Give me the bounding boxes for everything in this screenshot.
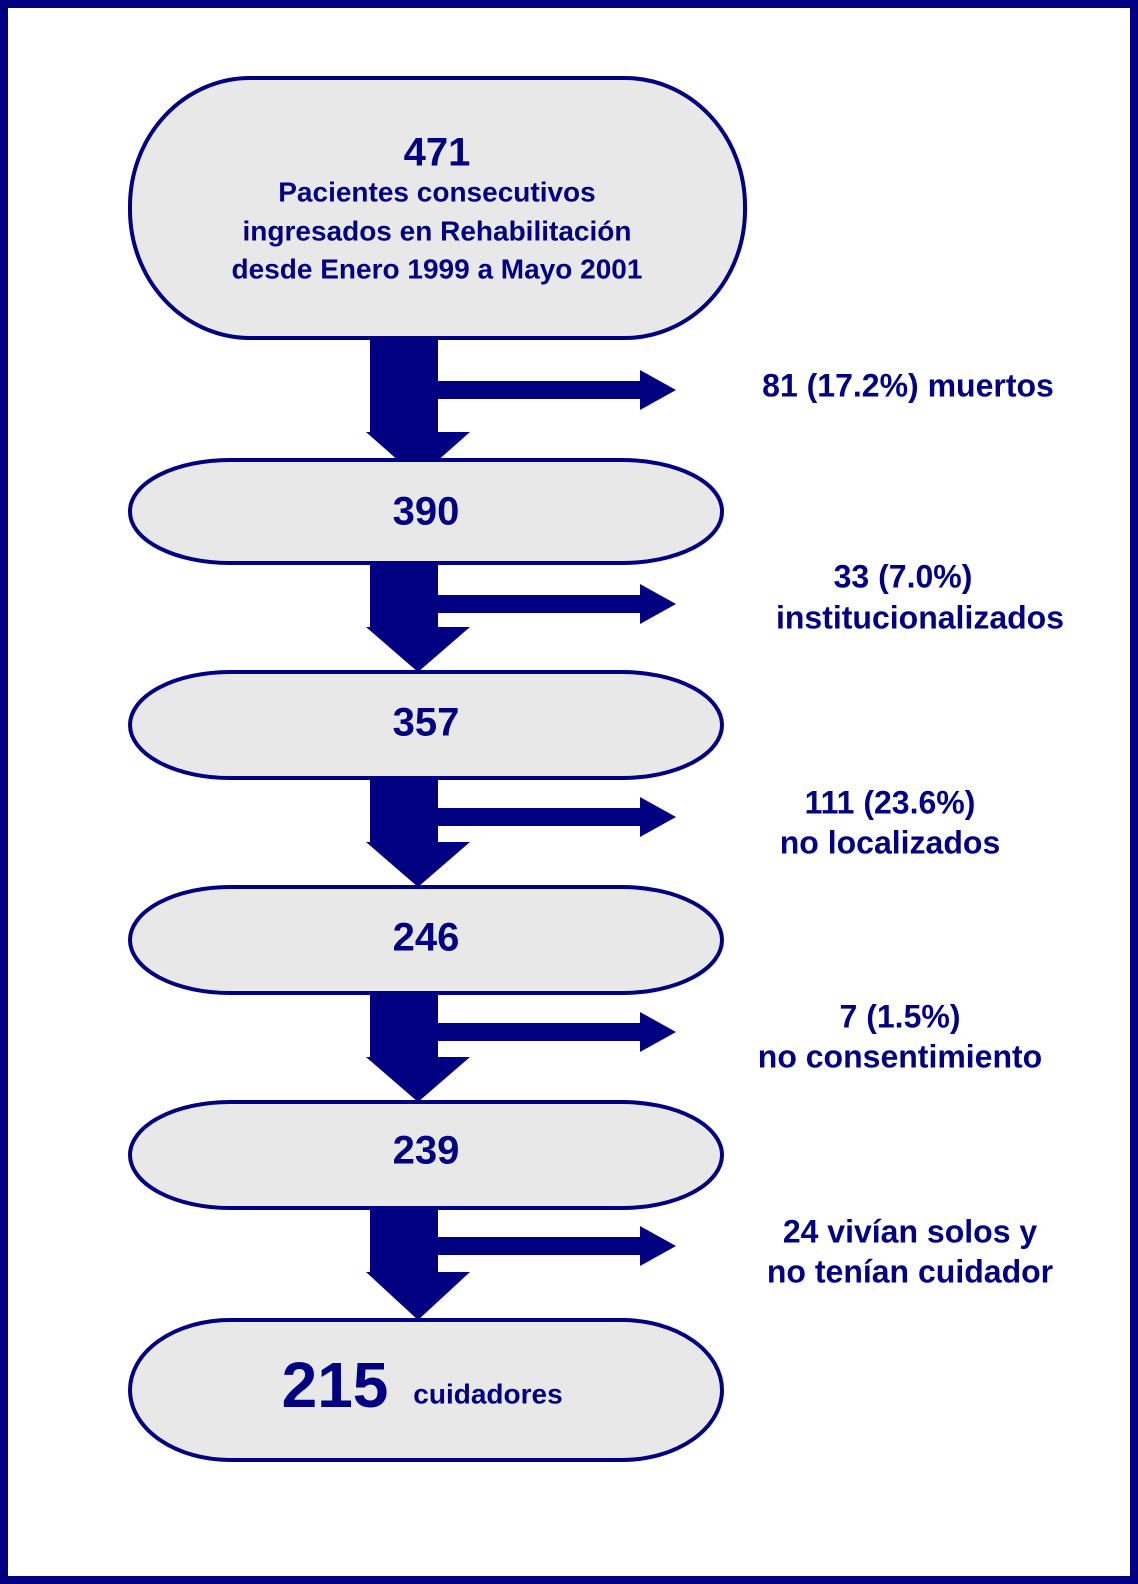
node — [128, 885, 724, 995]
node — [128, 1318, 724, 1462]
node-count: 471 — [404, 131, 471, 175]
node-count: 357 — [393, 701, 460, 745]
node-text: cuidadores — [413, 1378, 562, 1409]
node — [128, 76, 747, 340]
node — [128, 458, 724, 565]
exclusion-text: 111 (23.6%) — [805, 784, 976, 820]
node-text: Pacientes consecutivos — [278, 176, 595, 207]
exclusion-text: no tenían cuidador — [767, 1253, 1053, 1289]
node-count: 390 — [393, 490, 460, 534]
exclusion-text: no localizados — [780, 824, 1000, 860]
down-arrow — [366, 1208, 470, 1320]
down-arrow — [366, 778, 470, 887]
side-arrow — [438, 584, 676, 624]
node-count: 215 — [282, 1349, 389, 1421]
exclusion-text: institucionalizados — [776, 599, 1064, 635]
exclusion-text: 24 vivían solos y — [783, 1213, 1038, 1249]
side-arrow — [438, 1012, 676, 1052]
side-arrows — [438, 370, 676, 1266]
exclusion-text: no consentimiento — [758, 1038, 1042, 1074]
side-arrow — [438, 370, 676, 410]
side-arrow — [438, 1226, 676, 1266]
exclusion-text: 81 (17.2%) muertos — [762, 367, 1054, 403]
exclusion-text: 33 (7.0%) — [834, 558, 973, 594]
node-text: ingresados en Rehabilitación — [243, 215, 632, 246]
node-count: 239 — [393, 1129, 460, 1173]
down-arrow — [366, 338, 470, 478]
node — [128, 670, 724, 780]
node-count: 246 — [393, 916, 460, 960]
exclusion-text: 7 (1.5%) — [840, 998, 961, 1034]
down-arrow — [366, 993, 470, 1102]
down-arrows — [366, 338, 470, 1320]
node-text: desde Enero 1999 a Mayo 2001 — [232, 253, 643, 284]
side-arrow — [438, 797, 676, 837]
node — [128, 1100, 724, 1210]
down-arrow — [366, 563, 470, 672]
